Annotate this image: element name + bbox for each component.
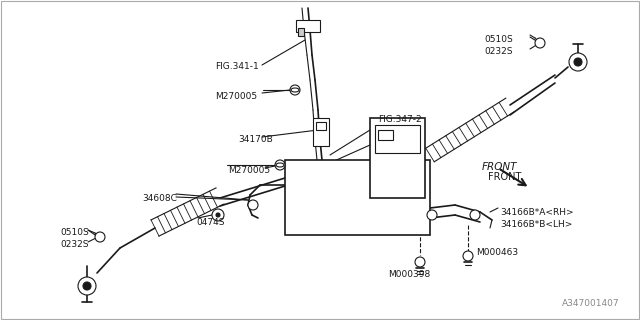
Text: 0510S: 0510S xyxy=(484,35,513,44)
Text: M000463: M000463 xyxy=(476,248,518,257)
Circle shape xyxy=(216,213,220,217)
Text: 0474S: 0474S xyxy=(196,218,225,227)
Text: FIG.347-2: FIG.347-2 xyxy=(378,115,422,124)
Text: A347001407: A347001407 xyxy=(563,299,620,308)
Text: FRONT: FRONT xyxy=(488,172,522,182)
Circle shape xyxy=(463,251,473,261)
Circle shape xyxy=(569,53,587,71)
Circle shape xyxy=(427,210,437,220)
Circle shape xyxy=(78,277,96,295)
Circle shape xyxy=(574,58,582,66)
Bar xyxy=(370,118,425,198)
Bar xyxy=(313,118,329,146)
Text: 0232S: 0232S xyxy=(60,240,88,249)
Circle shape xyxy=(83,282,91,290)
Bar xyxy=(375,125,420,153)
Circle shape xyxy=(290,85,300,95)
Bar xyxy=(298,28,304,36)
Bar xyxy=(316,122,326,130)
Bar xyxy=(378,130,393,140)
Bar xyxy=(296,20,320,32)
Text: 34166B*B<LH>: 34166B*B<LH> xyxy=(500,220,572,229)
Circle shape xyxy=(212,209,224,221)
Bar xyxy=(285,160,430,235)
Text: 0232S: 0232S xyxy=(484,47,513,56)
Circle shape xyxy=(470,210,480,220)
Circle shape xyxy=(248,200,258,210)
Circle shape xyxy=(275,160,285,170)
Ellipse shape xyxy=(291,88,299,92)
Text: M270005: M270005 xyxy=(228,166,270,175)
Text: M270005: M270005 xyxy=(215,92,257,101)
Circle shape xyxy=(535,38,545,48)
Text: FIG.341-1: FIG.341-1 xyxy=(215,62,259,71)
Text: 34166B*A<RH>: 34166B*A<RH> xyxy=(500,208,573,217)
Text: 34170B: 34170B xyxy=(238,135,273,144)
Text: FRONT: FRONT xyxy=(482,162,518,172)
Circle shape xyxy=(415,257,425,267)
Text: 0510S: 0510S xyxy=(60,228,89,237)
Circle shape xyxy=(95,232,105,242)
Ellipse shape xyxy=(276,163,284,167)
Text: 34608C: 34608C xyxy=(142,194,177,203)
Text: M000398: M000398 xyxy=(388,270,430,279)
